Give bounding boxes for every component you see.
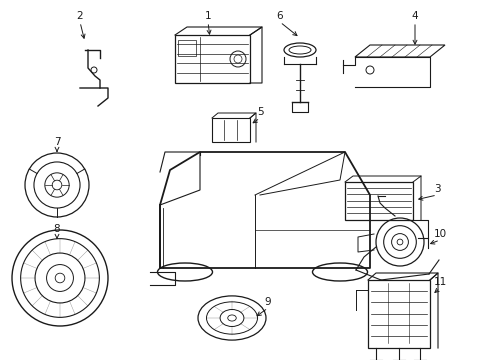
Text: 4: 4 bbox=[411, 11, 417, 21]
Text: 7: 7 bbox=[54, 137, 60, 147]
Text: 10: 10 bbox=[432, 229, 446, 239]
Text: 2: 2 bbox=[77, 11, 83, 21]
FancyBboxPatch shape bbox=[175, 35, 249, 83]
FancyBboxPatch shape bbox=[345, 182, 412, 220]
Text: 6: 6 bbox=[276, 11, 283, 21]
Text: 8: 8 bbox=[54, 224, 60, 234]
FancyBboxPatch shape bbox=[367, 280, 429, 348]
Text: 9: 9 bbox=[264, 297, 271, 307]
FancyBboxPatch shape bbox=[212, 118, 249, 142]
Text: 5: 5 bbox=[256, 107, 263, 117]
Text: 1: 1 bbox=[204, 11, 211, 21]
Text: 3: 3 bbox=[433, 184, 439, 194]
FancyBboxPatch shape bbox=[178, 40, 196, 56]
Text: 11: 11 bbox=[432, 277, 446, 287]
